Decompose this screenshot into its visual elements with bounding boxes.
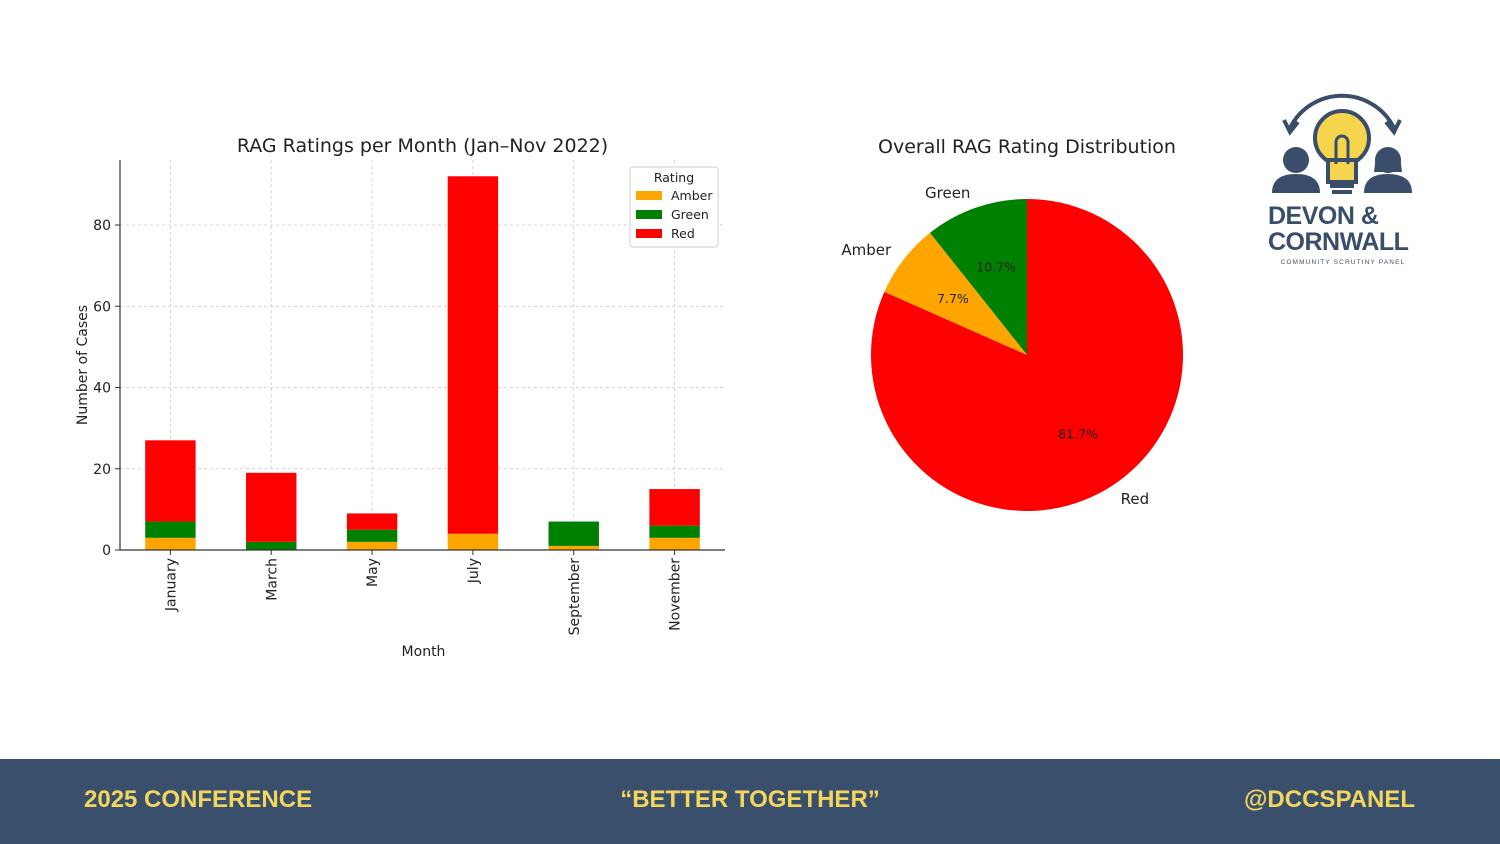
legend-box bbox=[629, 166, 719, 248]
legend-swatch-red bbox=[636, 229, 662, 238]
bar-red bbox=[346, 513, 398, 530]
lightbulb-logo-icon bbox=[1272, 93, 1412, 194]
pie-label-green: Green bbox=[925, 184, 970, 202]
pie-pct-label-amber: 7.7% bbox=[937, 291, 969, 306]
bar-red bbox=[447, 176, 499, 534]
x-tick-label: July bbox=[466, 558, 482, 584]
legend-title: Rating bbox=[654, 170, 694, 185]
footer-handle: @DCCSPANEL bbox=[1244, 786, 1415, 813]
y-axis-label: Number of Cases bbox=[75, 305, 91, 425]
pie-slice-amber bbox=[884, 232, 1027, 355]
bar-amber bbox=[649, 537, 700, 550]
legend-label-red: Red bbox=[671, 226, 695, 241]
footer-conference: 2025 CONFERENCE bbox=[84, 786, 313, 813]
pie-label-red: Red bbox=[1121, 490, 1150, 508]
bar-red bbox=[246, 472, 297, 542]
footer-slogan: “BETTER TOGETHER” bbox=[620, 786, 880, 813]
legend-label-amber: Amber bbox=[671, 188, 713, 203]
y-tick-label: 20 bbox=[93, 462, 111, 478]
pie-label-amber: Amber bbox=[841, 241, 892, 259]
legend-swatch-green bbox=[636, 210, 662, 219]
y-tick-label: 60 bbox=[93, 299, 111, 315]
bar-green bbox=[145, 521, 196, 538]
bar-amber bbox=[145, 537, 196, 550]
y-tick-label: 40 bbox=[93, 381, 111, 397]
y-tick-label: 80 bbox=[93, 218, 111, 234]
x-axis-label: Month bbox=[402, 644, 446, 660]
pie-slice-green bbox=[929, 199, 1027, 355]
footer-bar: 2025 CONFERENCE “BETTER TOGETHER” @DCCSP… bbox=[0, 759, 1500, 844]
bar-amber bbox=[447, 533, 499, 550]
legend-label-green: Green bbox=[671, 207, 709, 222]
x-tick-label: January bbox=[163, 558, 179, 612]
pie-slice-red bbox=[871, 199, 1184, 511]
bar-amber bbox=[346, 541, 398, 550]
x-tick-label: May bbox=[365, 558, 381, 587]
logo-subtitle: COMMUNITY SCRUTINY PANEL bbox=[1280, 259, 1406, 266]
y-tick-label: 0 bbox=[102, 543, 111, 559]
x-tick-label: March bbox=[264, 558, 280, 601]
logo-line2: CORNWALL bbox=[1268, 228, 1409, 256]
pie-chart-title: Overall RAG Rating Distribution bbox=[878, 136, 1176, 158]
pie-pct-label-green: 10.7% bbox=[976, 260, 1016, 275]
charts-canvas: 0 20 40 60 80 January March May July September Nov… bbox=[75, 135, 1184, 660]
bar-green bbox=[246, 541, 297, 550]
bar-chart-title: RAG Ratings per Month (Jan–Nov 2022) bbox=[237, 135, 608, 157]
bar-red bbox=[145, 440, 196, 522]
bar-green bbox=[346, 529, 398, 542]
bar-green bbox=[649, 525, 700, 538]
bar-green bbox=[548, 521, 599, 546]
logo-line1: DEVON & bbox=[1268, 202, 1379, 230]
bar-amber bbox=[548, 545, 599, 550]
pie-pct-label-red: 81.7% bbox=[1058, 426, 1098, 441]
x-tick-label: September bbox=[567, 558, 583, 636]
bar-red bbox=[649, 489, 700, 526]
x-tick-label: November bbox=[668, 558, 684, 631]
legend-swatch-amber bbox=[636, 191, 662, 200]
